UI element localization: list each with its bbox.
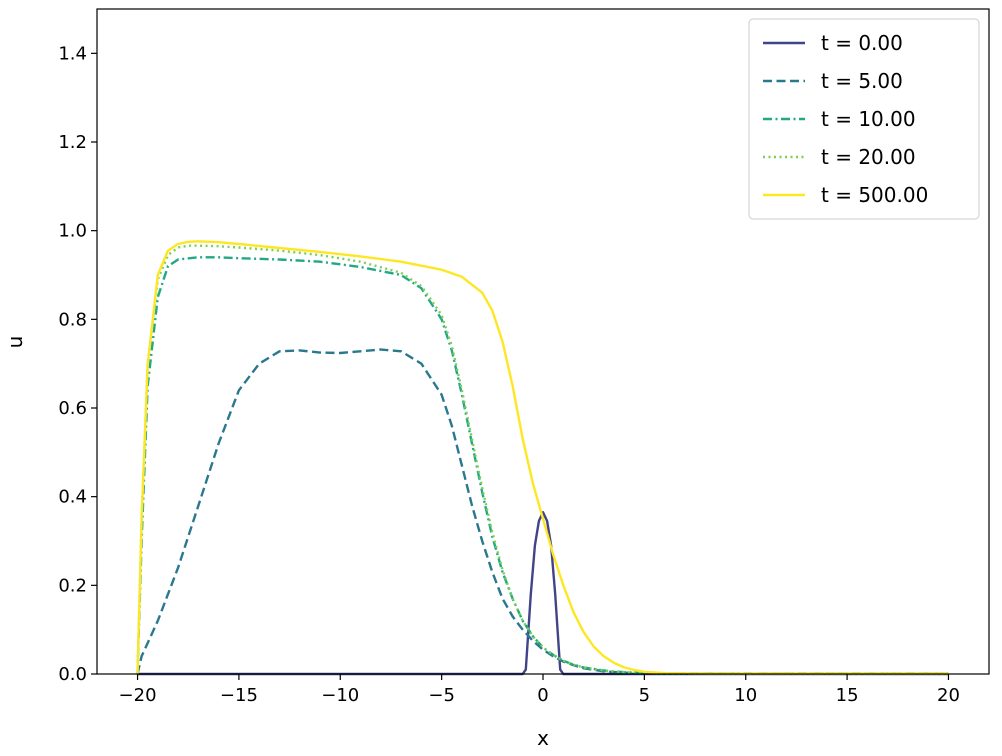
x-tick-label: −15: [220, 685, 258, 706]
x-tick-label: 0: [537, 685, 548, 706]
legend-label-0: t = 0.00: [821, 31, 903, 55]
series-line-3: [136, 244, 949, 675]
legend-label-1: t = 5.00: [821, 69, 903, 93]
y-tick-label: 0.6: [58, 398, 87, 419]
series-layer: [136, 240, 949, 676]
y-tick-label: 1.0: [58, 221, 87, 242]
y-tick-label: 0.2: [58, 575, 87, 596]
legend: t = 0.00 t = 5.00 t = 10.00 t = 20.00 t = 50…: [748, 18, 980, 220]
legend-box: [748, 18, 980, 220]
x-axis-label: x: [537, 726, 549, 750]
y-tick-label: 0.0: [58, 664, 87, 685]
y-axis-label: u: [3, 336, 27, 349]
x-tick-label: −5: [428, 685, 455, 706]
x-tick-label: 5: [639, 685, 650, 706]
y-tick-label: 1.4: [58, 43, 87, 64]
legend-label-2: t = 10.00: [821, 107, 916, 131]
y-axis: 0.0 0.2 0.4 0.6 0.8 1.0 1.2 1.4: [58, 43, 97, 685]
x-tick-label: 15: [836, 685, 859, 706]
x-tick-label: −20: [119, 685, 157, 706]
x-axis: −20 −15 −10 −5 0 5 10 15 20: [119, 674, 960, 706]
y-tick-label: 1.2: [58, 132, 87, 153]
x-tick-label: 10: [734, 685, 757, 706]
y-tick-label: 0.8: [58, 309, 87, 330]
series-line-0: [137, 511, 949, 676]
legend-label-4: t = 500.00: [821, 183, 928, 207]
y-tick-label: 0.4: [58, 487, 87, 508]
x-tick-label: 20: [937, 685, 960, 706]
series-line-4: [136, 240, 949, 675]
legend-label-3: t = 20.00: [821, 145, 916, 169]
x-tick-label: −10: [321, 685, 359, 706]
